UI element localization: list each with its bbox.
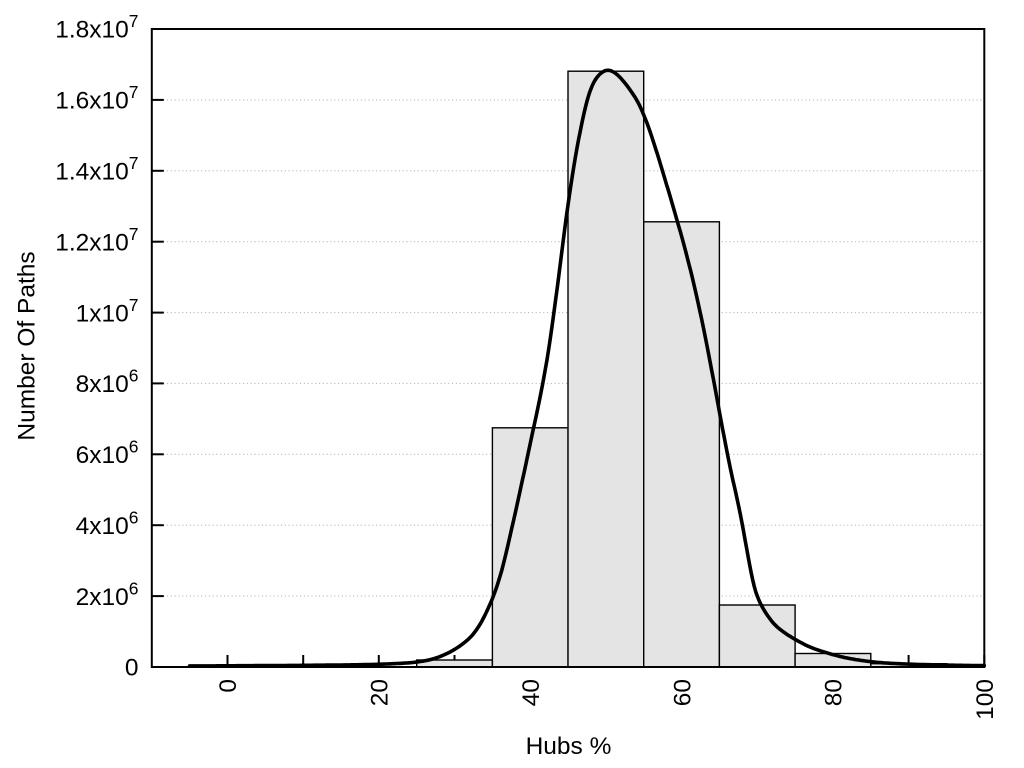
svg-text:0: 0 <box>125 655 139 682</box>
svg-text:2x106: 2x106 <box>76 578 139 611</box>
svg-text:Hubs %: Hubs % <box>526 733 612 760</box>
svg-text:0: 0 <box>215 679 242 693</box>
svg-text:1.8x107: 1.8x107 <box>55 11 138 44</box>
svg-text:Number Of Paths: Number Of Paths <box>14 251 41 440</box>
svg-text:60: 60 <box>669 679 696 706</box>
svg-text:1x107: 1x107 <box>76 295 139 328</box>
svg-text:1.4x107: 1.4x107 <box>55 153 138 186</box>
svg-text:1.2x107: 1.2x107 <box>55 224 138 257</box>
svg-text:1.6x107: 1.6x107 <box>55 82 138 115</box>
svg-text:4x106: 4x106 <box>76 507 139 540</box>
svg-text:40: 40 <box>518 679 545 706</box>
svg-text:100: 100 <box>972 679 999 720</box>
svg-text:8x106: 8x106 <box>76 366 139 399</box>
svg-text:20: 20 <box>367 679 394 706</box>
svg-text:80: 80 <box>821 679 848 706</box>
svg-text:6x106: 6x106 <box>76 437 139 470</box>
